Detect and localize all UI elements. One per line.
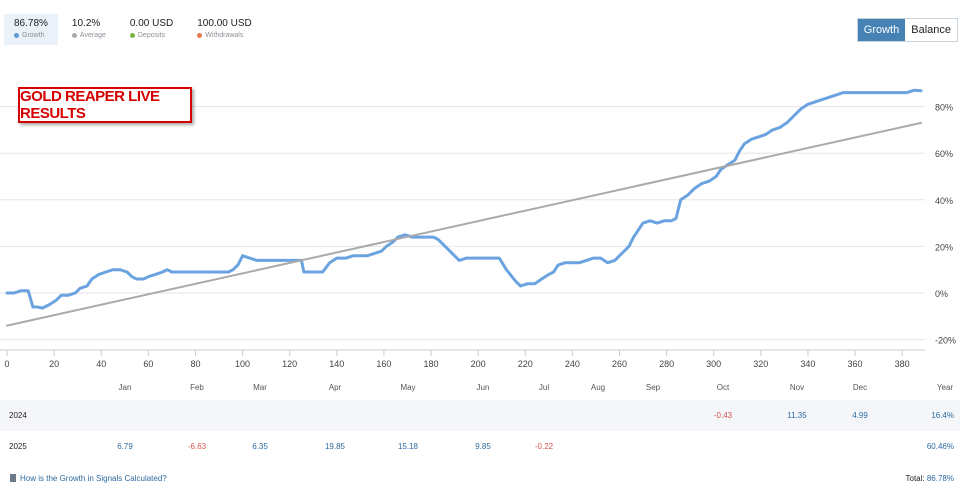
x-tick-label: 280	[659, 359, 674, 369]
growth-series-line	[5, 88, 923, 310]
table-cell: 15.18	[397, 442, 419, 451]
month-label: Dec	[853, 383, 867, 392]
month-label: Jul	[539, 383, 549, 392]
total-summary: Total: 86.78%	[906, 474, 955, 483]
total-value: 86.78%	[926, 474, 954, 483]
stat-withdrawals-label: Withdrawals	[205, 32, 244, 39]
balance-tab[interactable]: Balance	[905, 19, 957, 41]
table-cell: 11.35	[787, 411, 807, 420]
x-tick-label: 160	[376, 359, 391, 369]
withdrawals-dot-icon	[197, 32, 203, 38]
stat-average-label: Average	[79, 32, 106, 39]
table-cell: 6.35	[252, 442, 268, 451]
document-icon	[10, 474, 16, 482]
stat-deposits[interactable]: 0.00 USD Deposits	[120, 14, 183, 45]
row-total: 60.46%	[926, 442, 954, 451]
deposits-dot-icon	[129, 32, 135, 38]
growth-help-link[interactable]: How is the Growth in Signals Calculated?	[10, 474, 167, 483]
table-row: 2024 16.4% -0.43 11.35 4.99	[0, 400, 960, 431]
growth-tab[interactable]: Growth	[857, 19, 906, 41]
stat-growth[interactable]: 86.78% Growth	[4, 14, 58, 45]
table-cell: -6.63	[187, 442, 207, 451]
y-tick-label: 80%	[935, 103, 953, 113]
x-tick-label: 20	[49, 359, 59, 369]
yearly-table: 2024 16.4% -0.43 11.35 4.99 2025 60.46% 6.…	[0, 400, 960, 462]
x-tick-label: 80	[190, 359, 200, 369]
total-label: Total:	[905, 474, 925, 483]
y-tick-label: 60%	[935, 149, 953, 159]
table-cell: 4.99	[852, 411, 868, 420]
chart-mode-toggle: Growth Balance	[856, 18, 958, 42]
month-label: May	[400, 383, 415, 392]
average-trend-line	[6, 121, 922, 327]
x-tick-label: 380	[895, 359, 910, 369]
average-dot-icon	[71, 32, 77, 38]
x-tick-label: 200	[471, 359, 486, 369]
y-tick-label: -20%	[935, 336, 956, 346]
stat-average-value: 10.2%	[71, 18, 101, 29]
table-cell: -0.22	[534, 442, 554, 451]
x-tick-label: 320	[753, 359, 768, 369]
growth-chart: 80% 60% 40% 20% 0% -20% 0 20 40 60 80 100 120 140 160 1…	[0, 88, 956, 392]
growth-dot-icon	[14, 32, 19, 38]
x-tick-label: 180	[424, 359, 439, 369]
banner-label: GOLD REAPER LIVE RESULTS	[18, 87, 192, 123]
y-tick-label: 0%	[935, 289, 948, 299]
x-tick-label: 0	[4, 359, 9, 369]
x-tick-label: 100	[235, 359, 250, 369]
month-label: Jan	[119, 383, 132, 392]
month-label: Nov	[790, 383, 804, 392]
x-tick-label: 340	[800, 359, 815, 369]
row-total: 16.4%	[931, 411, 954, 420]
month-label: Jun	[477, 383, 490, 392]
y-tick-label: 40%	[935, 196, 953, 206]
stat-growth-label: Growth	[22, 32, 45, 39]
x-tick-label: 40	[96, 359, 106, 369]
x-tick-label: 260	[612, 359, 627, 369]
month-label: Sep	[646, 383, 661, 392]
month-label: Year	[937, 383, 954, 392]
month-label: Oct	[717, 383, 730, 392]
stat-deposits-value: 0.00 USD	[129, 18, 174, 29]
x-tick-label: 360	[848, 359, 863, 369]
x-tick-label: 60	[143, 359, 153, 369]
table-cell: 6.79	[117, 442, 133, 451]
month-label: Feb	[190, 383, 204, 392]
x-tick-label: 220	[518, 359, 533, 369]
month-label: Mar	[253, 383, 267, 392]
month-label: Aug	[591, 383, 605, 392]
stat-withdrawals-value: 100.00 USD	[197, 18, 252, 29]
row-year: 2024	[9, 411, 27, 420]
table-row: 2025 60.46% 6.79 -6.63 6.35 19.85 15.18 9.85 -…	[0, 431, 960, 462]
x-tick-label: 120	[282, 359, 297, 369]
table-cell: 9.85	[475, 442, 491, 451]
row-year: 2025	[9, 442, 27, 451]
table-cell: -0.43	[713, 411, 733, 420]
stat-average[interactable]: 10.2% Average	[62, 14, 116, 45]
y-tick-label: 20%	[935, 242, 953, 252]
growth-help-link-text: How is the Growth in Signals Calculated?	[20, 474, 167, 483]
month-label: Apr	[329, 383, 342, 392]
stat-deposits-label: Deposits	[137, 32, 166, 39]
x-tick-label: 300	[706, 359, 721, 369]
stats-bar: 86.78% Growth 10.2% Average 0.00 USD Dep…	[4, 14, 262, 45]
table-cell: 19.85	[324, 442, 346, 451]
stat-growth-value: 86.78%	[14, 18, 48, 29]
stat-withdrawals[interactable]: 100.00 USD Withdrawals	[187, 14, 261, 45]
x-tick-label: 240	[565, 359, 580, 369]
x-tick-label: 140	[329, 359, 344, 369]
